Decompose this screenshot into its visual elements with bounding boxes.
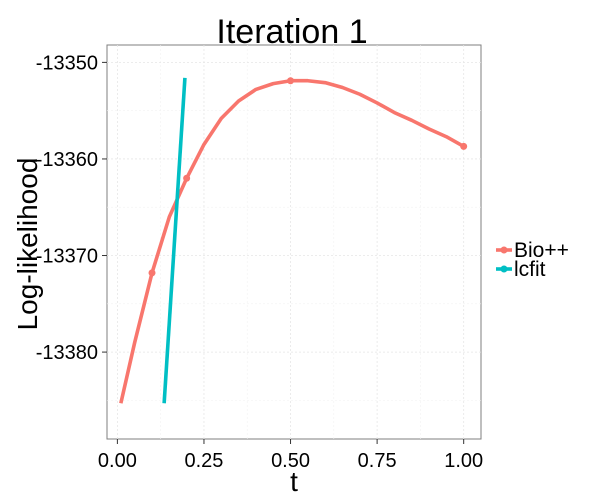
series-line-lcfit [162, 77, 187, 404]
series-point [287, 77, 295, 85]
y-tick-label: -13350 [36, 52, 98, 74]
series-layer [119, 77, 468, 404]
x-axis-label: t [290, 466, 298, 497]
panel-border [106, 44, 482, 440]
x-axis-ticks: 0.00 0.25 0.50 0.75 1.00 [98, 439, 483, 472]
legend-key-point [500, 265, 508, 273]
x-tick-label: 0.25 [184, 450, 223, 472]
x-tick-label: 0.00 [98, 450, 137, 472]
y-tick-label: -13360 [36, 149, 98, 171]
legend: Bio++lcfit [496, 239, 569, 281]
plot-panel [106, 44, 482, 440]
x-tick-label: 1.00 [444, 450, 483, 472]
legend-key-point [500, 246, 508, 254]
y-axis-ticks: -13380 -13370 -13360 -13350 [36, 52, 107, 364]
y-tick-label: -13370 [36, 246, 98, 268]
y-axis-label: Log-likelihood [12, 158, 43, 331]
legend-label: lcfit [514, 258, 546, 281]
legend-label: Bio++ [514, 239, 569, 262]
y-tick-label: -13380 [36, 342, 98, 364]
x-tick-label: 0.75 [358, 450, 397, 472]
series-point [148, 269, 156, 277]
series-point [183, 174, 191, 182]
x-tick-label: 0.50 [271, 450, 310, 472]
series-point [460, 142, 468, 150]
